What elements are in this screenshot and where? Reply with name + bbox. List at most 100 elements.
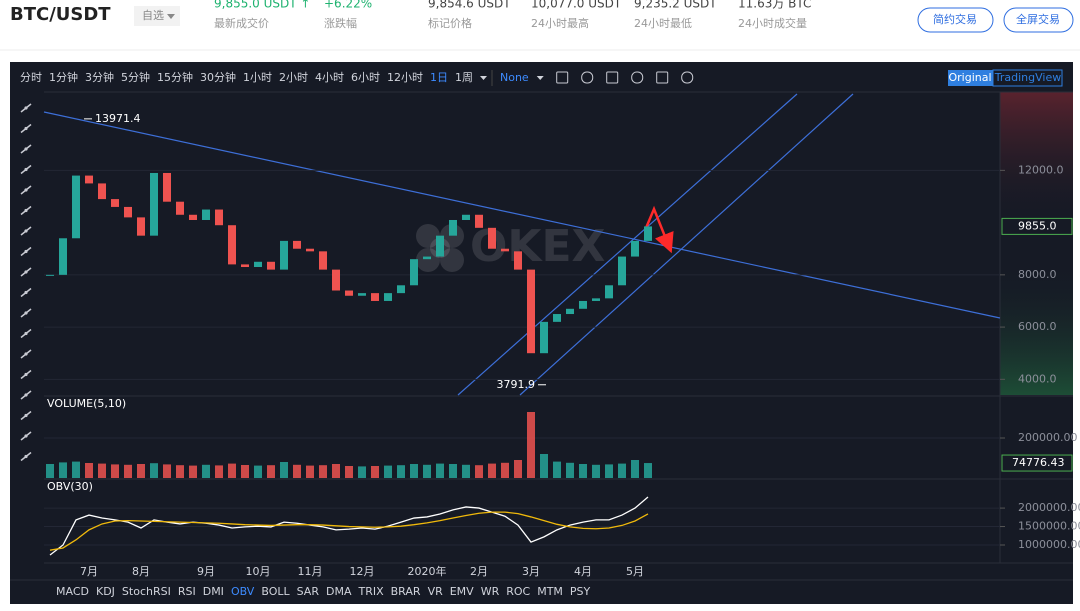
watch-label[interactable]: 自选: [142, 9, 164, 22]
volume-bar: [423, 464, 431, 478]
candle: [462, 214, 470, 220]
channel-line: [457, 93, 798, 396]
x-tick-label: 7月: [80, 565, 98, 578]
volume-bar: [540, 454, 548, 478]
y-tick-label: 12000.0: [1018, 163, 1064, 176]
interval[interactable]: 1日: [430, 71, 448, 84]
indicator[interactable]: WR: [481, 585, 500, 598]
tool-icon[interactable]: [631, 71, 644, 84]
x-tick-label: 12月: [350, 565, 375, 578]
candle: [46, 274, 54, 276]
red-arrow: [644, 205, 674, 254]
volume-bar: [332, 464, 340, 478]
last-price-box: [1001, 217, 1073, 235]
indicator[interactable]: BOLL: [261, 585, 290, 598]
candle: [514, 251, 522, 270]
simple-trade-label[interactable]: 简约交易: [933, 12, 977, 26]
pane-title: VOLUME(5,10): [47, 397, 126, 410]
indicator[interactable]: DMI: [203, 585, 224, 598]
drawing-tool-dot: [24, 208, 28, 213]
indicator[interactable]: KDJ: [96, 585, 115, 598]
stat-value: 10,077.0 USDT: [531, 0, 622, 11]
candle: [202, 209, 210, 220]
watch-caret: [167, 14, 175, 19]
view-original[interactable]: [948, 70, 993, 86]
interval[interactable]: 12小时: [387, 71, 423, 84]
stat-label: 最新成交价: [214, 16, 269, 30]
interval[interactable]: 30分钟: [200, 70, 236, 84]
indicator[interactable]: TRIX: [357, 585, 384, 598]
tool-icon[interactable]: [606, 71, 619, 84]
indicator[interactable]: EMV: [450, 585, 474, 598]
tool-icon[interactable]: [581, 71, 594, 84]
drawing-tool-dot: [24, 352, 28, 356]
interval[interactable]: 2小时: [279, 71, 308, 84]
x-tick-label: 2月: [470, 565, 488, 578]
drawing-tool-dot: [24, 106, 28, 110]
interval[interactable]: 分时: [20, 71, 42, 84]
y-tick-label: 1000000.00: [1018, 538, 1080, 551]
interval[interactable]: 6小时: [351, 71, 380, 84]
interval[interactable]: 5分钟: [121, 70, 150, 84]
watch-button[interactable]: [134, 6, 180, 26]
indicator[interactable]: DMA: [326, 585, 352, 598]
view-tradingview[interactable]: [992, 69, 1063, 87]
indicator[interactable]: ROC: [506, 585, 530, 598]
volume-bar: [306, 465, 314, 478]
indicator[interactable]: SAR: [297, 585, 320, 598]
volume-bar: [371, 466, 379, 478]
drawing-tool-dot: [24, 413, 28, 418]
volume-bar: [319, 465, 327, 478]
tool-icon[interactable]: [681, 71, 694, 84]
volume-bar: [124, 464, 132, 478]
drawing-tool-dot: [24, 434, 28, 438]
view-label[interactable]: TradingView: [994, 71, 1061, 84]
indicator[interactable]: MTM: [537, 585, 563, 598]
fullscreen-label[interactable]: 全屏交易: [1016, 12, 1060, 26]
candle: [59, 238, 67, 275]
indicator[interactable]: BRAR: [391, 585, 421, 598]
candle: [410, 259, 418, 286]
candle: [397, 285, 405, 294]
candle: [85, 175, 93, 184]
volume-bar: [501, 462, 509, 478]
indicator[interactable]: VR: [428, 585, 444, 598]
stat-value: 9,235.2 USDT: [634, 0, 717, 11]
volume-bar: [358, 466, 366, 478]
indicator[interactable]: MACD: [56, 585, 89, 598]
interval[interactable]: 1分钟: [49, 70, 78, 84]
interval[interactable]: 1周: [455, 71, 473, 84]
y-tick-label: 4000.0: [1018, 372, 1057, 385]
volume-bar: [72, 461, 80, 478]
indicator[interactable]: OBV: [231, 585, 255, 598]
volume-bar: [111, 464, 119, 478]
indicator[interactable]: StochRSI: [122, 585, 171, 598]
simple-trade-button[interactable]: [917, 7, 994, 33]
volume-bar: [514, 460, 522, 478]
volume-bar: [475, 465, 483, 478]
volume-bar: [280, 462, 288, 478]
volume-bar: [384, 465, 392, 478]
fullscreen-button[interactable]: [1003, 7, 1074, 33]
volume-bar: [293, 464, 301, 478]
volume-bar: [150, 463, 158, 478]
tool-icon[interactable]: [556, 71, 569, 84]
volume-bar: [189, 465, 197, 478]
indicator[interactable]: PSY: [570, 585, 591, 598]
candle: [605, 285, 613, 299]
obv-line: [49, 511, 649, 551]
chart-style[interactable]: None: [500, 71, 529, 84]
interval[interactable]: 1小时: [243, 71, 272, 84]
view-label[interactable]: Original: [948, 71, 991, 84]
interval[interactable]: 15分钟: [157, 70, 193, 84]
indicator[interactable]: RSI: [178, 585, 196, 598]
interval[interactable]: 3分钟: [85, 70, 114, 84]
tool-icon[interactable]: [656, 71, 669, 84]
volume-bar: [462, 464, 470, 478]
volume-bar: [553, 461, 561, 478]
caret: [536, 76, 544, 80]
candle: [423, 256, 431, 260]
interval[interactable]: 4小时: [315, 71, 344, 84]
volume-bar: [488, 463, 496, 478]
